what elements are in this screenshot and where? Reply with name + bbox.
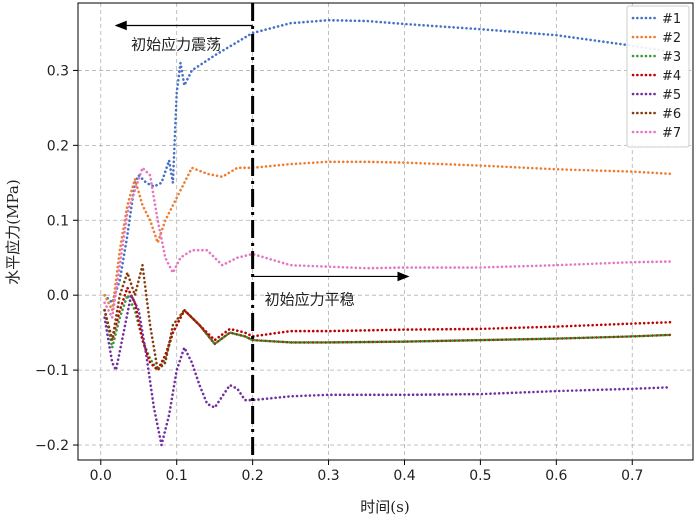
x-tick-label: 0.5 (469, 468, 491, 484)
plot-frame (77, 2, 694, 461)
x-tick-label: 0.6 (545, 468, 567, 484)
series-line-4 (103, 286, 672, 372)
legend-label: #1 (662, 12, 681, 27)
x-tick-label: 0.7 (621, 468, 643, 484)
y-axis-label: 水平应力(MPa) (4, 179, 22, 284)
y-tick-label: 0.2 (47, 138, 69, 154)
series-line-6 (103, 263, 672, 372)
series-line-7 (103, 166, 672, 320)
x-tick-label: 0.1 (166, 468, 188, 484)
legend-box (626, 5, 690, 148)
x-tick-label: 0.0 (90, 468, 112, 484)
series-line-2 (103, 160, 672, 312)
legend-label: #3 (662, 50, 681, 65)
annotation-text-stable: 初始应力平稳 (265, 290, 355, 308)
legend-label: #5 (662, 88, 681, 103)
y-tick-label: 0.0 (47, 288, 69, 304)
x-tick-label: 0.3 (317, 468, 339, 484)
legend: #1 #2 #3 #4 #5 #6 #7 (626, 5, 690, 148)
x-axis-label: 时间(s) (360, 498, 409, 516)
y-tick-label: 0.3 (47, 63, 69, 79)
x-tick-label: 0.2 (241, 468, 263, 484)
series-line-5 (103, 293, 672, 447)
y-tick-label: −0.2 (35, 438, 69, 454)
legend-label: #4 (662, 69, 681, 84)
axis-ticks: 0.0 0.1 0.2 0.3 0.4 0.5 0.6 0.7 −0.2 −0.1 0.0 0.1 0.… (35, 63, 643, 484)
legend-label: #6 (662, 107, 681, 122)
plot-background (78, 3, 693, 460)
y-tick-label: 0.1 (47, 213, 69, 229)
series-layer (103, 18, 672, 447)
y-tick-label: −0.1 (35, 363, 69, 379)
legend-label: #2 (662, 31, 681, 46)
legend-label: #7 (662, 126, 681, 141)
annotation-text-oscillation: 初始应力震荡 (131, 35, 221, 53)
x-tick-label: 0.4 (393, 468, 415, 484)
